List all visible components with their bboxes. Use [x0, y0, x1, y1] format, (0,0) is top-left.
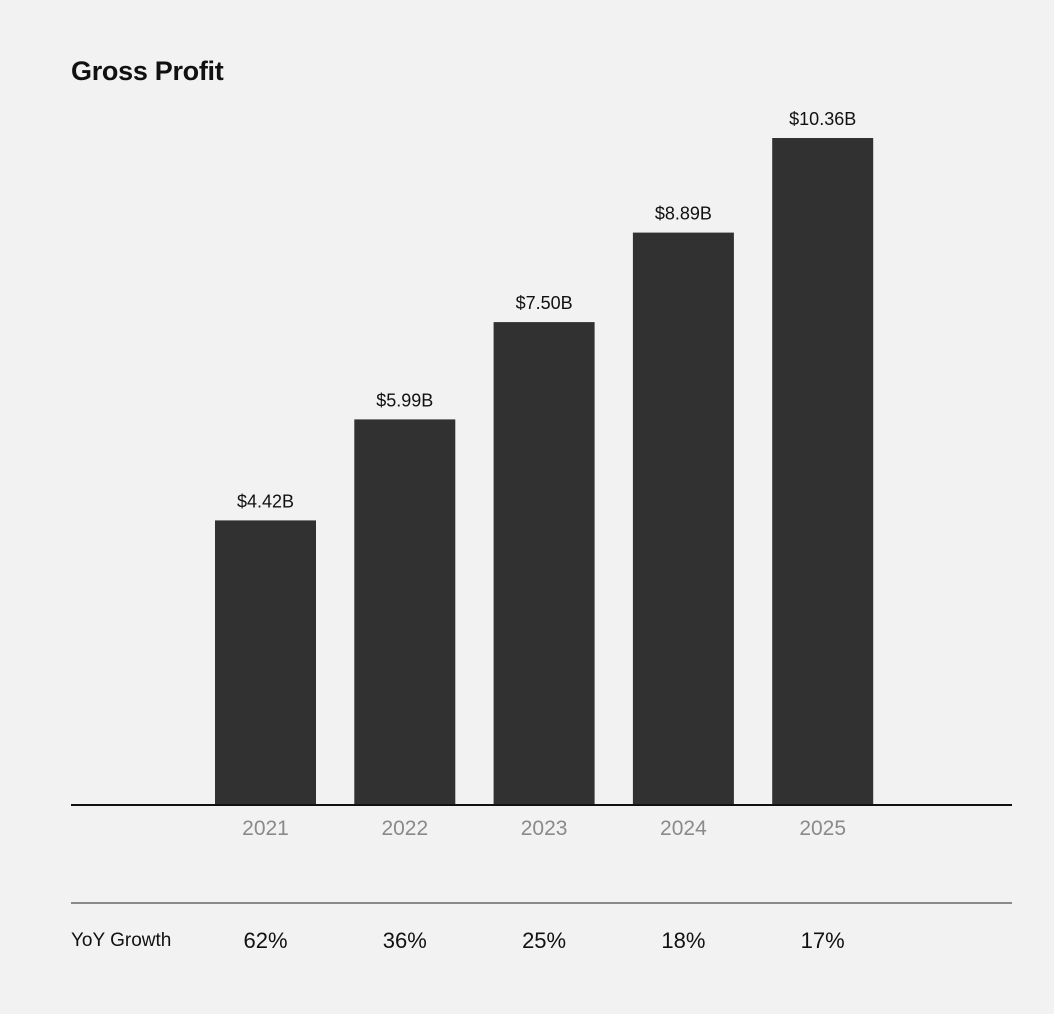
bar-2021: [215, 520, 316, 805]
x-tick-label-2025: 2025: [799, 817, 846, 840]
value-label-2025: $10.36B: [789, 109, 856, 129]
yoy-growth-value-2023: 25%: [522, 928, 567, 953]
bar-2022: [354, 419, 456, 805]
value-label-2021: $4.42B: [237, 491, 294, 511]
value-label-2022: $5.99B: [376, 390, 433, 410]
x-tick-label-2021: 2021: [242, 817, 289, 840]
yoy-growth-value-2025: 17%: [800, 928, 845, 953]
value-label-2024: $8.89B: [655, 204, 712, 224]
x-tick-label-2022: 2022: [381, 817, 428, 840]
yoy-growth-label: YoY Growth: [71, 930, 172, 951]
yoy-growth-value-2021: 62%: [243, 928, 288, 953]
chart-title: Gross Profit: [71, 56, 224, 86]
yoy-growth-value-2024: 18%: [661, 928, 706, 953]
x-tick-label-2024: 2024: [660, 817, 707, 840]
value-label-2023: $7.50B: [516, 293, 573, 313]
bar-2025: [772, 138, 874, 805]
yoy-growth-value-2022: 36%: [382, 928, 427, 953]
bar-2023: [493, 322, 595, 805]
x-tick-label-2023: 2023: [521, 817, 568, 840]
bar-2024: [632, 232, 734, 806]
